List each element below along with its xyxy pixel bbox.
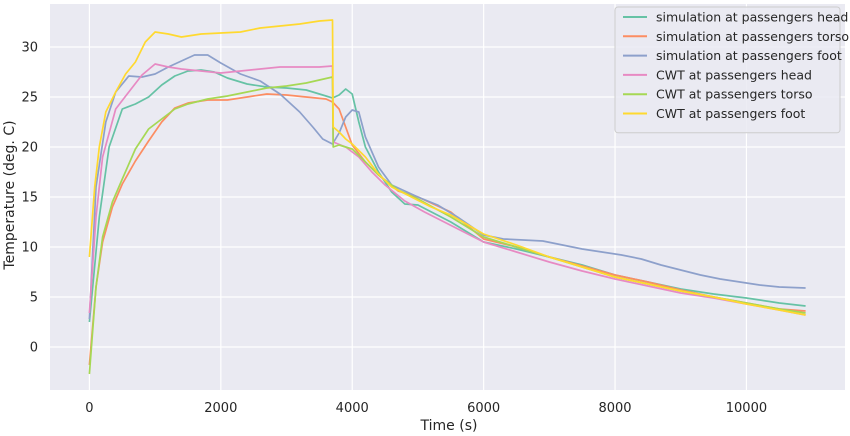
legend-label: CWT at passengers head bbox=[656, 67, 812, 82]
y-tick-label: 30 bbox=[21, 41, 38, 56]
x-tick-label: 2000 bbox=[204, 401, 237, 416]
series-line-2 bbox=[88, 93, 806, 366]
legend-label: CWT at passengers torso bbox=[656, 87, 813, 102]
y-tick-label: 20 bbox=[21, 141, 38, 156]
y-tick-label: 25 bbox=[21, 91, 38, 106]
series-lines bbox=[88, 19, 806, 375]
y-tick-label: 15 bbox=[21, 191, 38, 206]
x-tick-label: 8000 bbox=[598, 401, 631, 416]
legend: simulation at passengers head simulation … bbox=[614, 6, 849, 134]
y-tick-label: 10 bbox=[21, 241, 38, 256]
x-tick-label: 4000 bbox=[336, 401, 369, 416]
legend-label: CWT at passengers foot bbox=[656, 106, 805, 121]
y-tick-label: 5 bbox=[30, 291, 38, 306]
y-axis-label: Temperature (deg. C) bbox=[2, 120, 18, 270]
legend-label: simulation at passengers foot bbox=[656, 48, 842, 63]
x-tick-labels: 0 2000 4000 6000 8000 10000 bbox=[85, 401, 767, 416]
legend-label: simulation at passengers head bbox=[656, 10, 848, 25]
x-axis-label: Time (s) bbox=[420, 418, 478, 434]
legend-label: simulation at passengers torso bbox=[656, 29, 849, 44]
x-gridlines bbox=[88, 4, 748, 390]
y-tick-labels: 0 5 10 15 20 25 30 bbox=[21, 41, 38, 356]
series-line-3 bbox=[88, 54, 806, 320]
x-tick-label: 6000 bbox=[467, 401, 500, 416]
y-tick-label: 0 bbox=[30, 341, 38, 356]
x-tick-label: 0 bbox=[85, 401, 93, 416]
series-line-6 bbox=[88, 19, 806, 316]
legend-box bbox=[614, 6, 841, 134]
x-tick-label: 10000 bbox=[726, 401, 767, 416]
